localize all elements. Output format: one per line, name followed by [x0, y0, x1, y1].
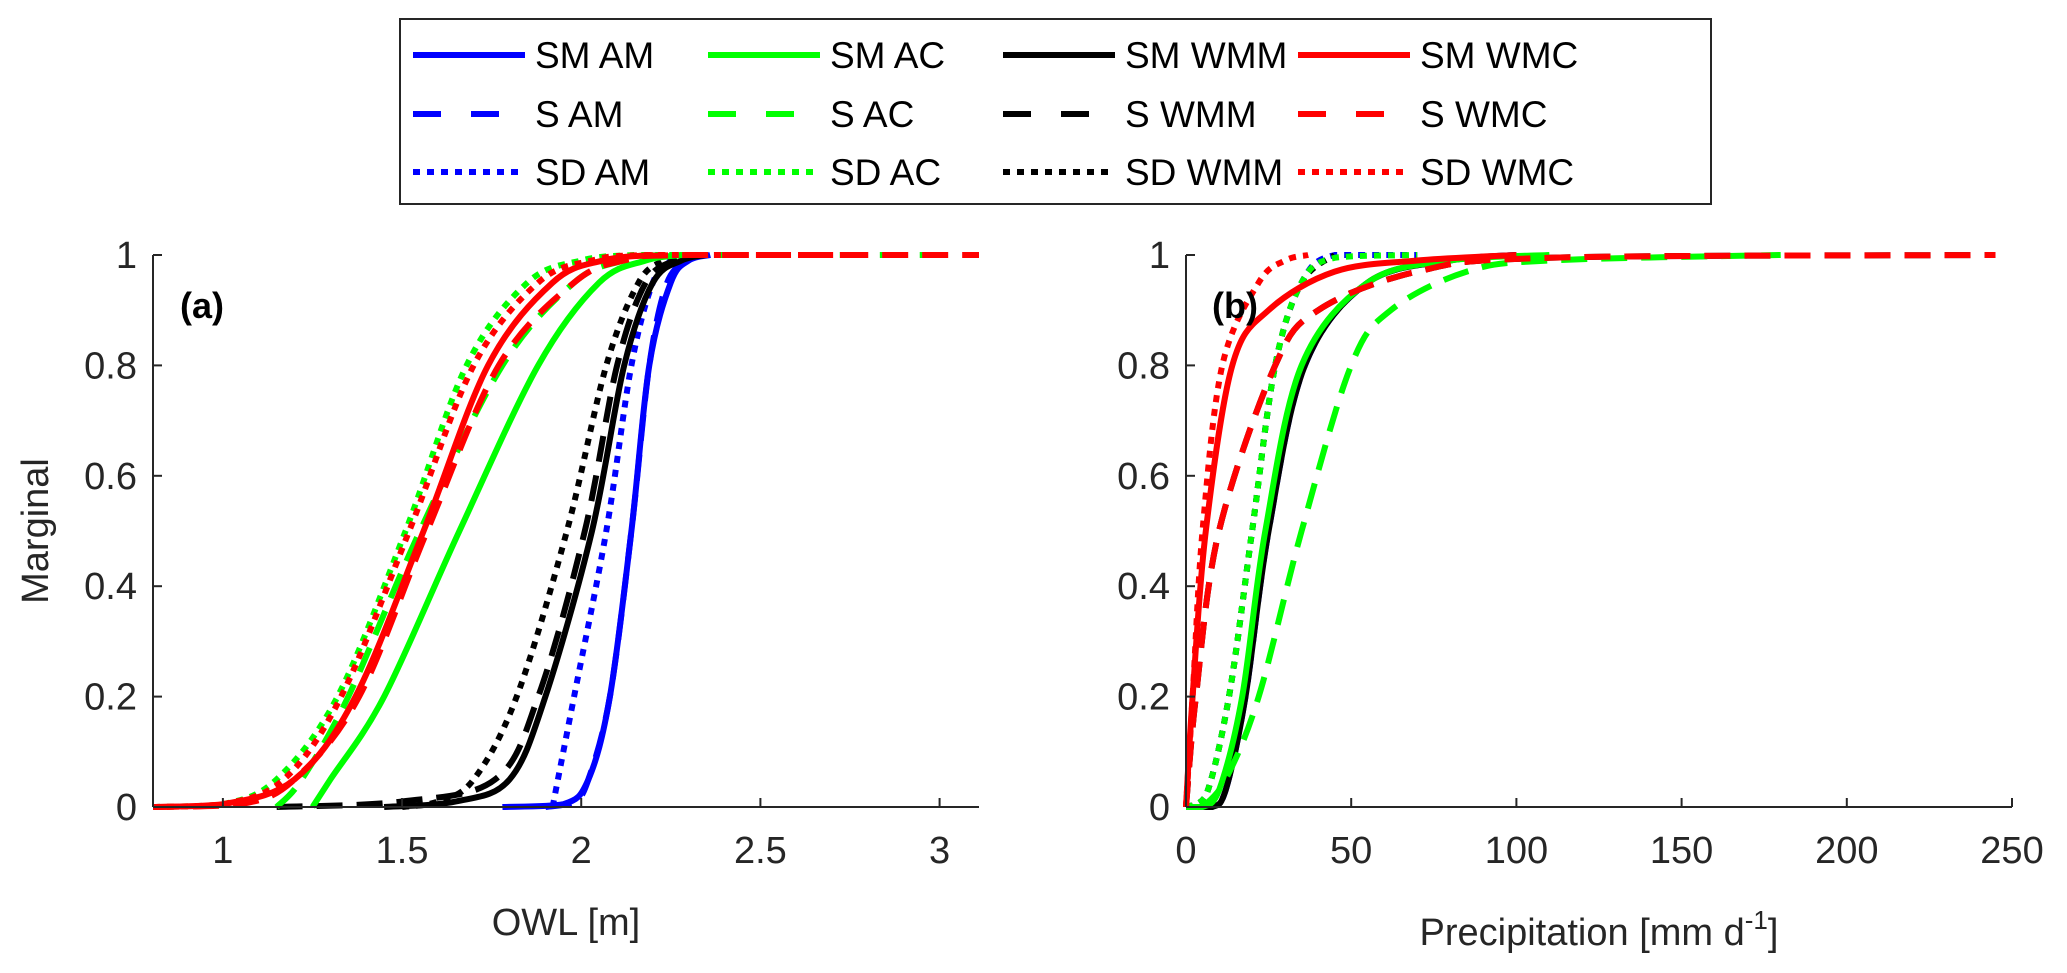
x-tick-label: 100	[1485, 830, 1548, 872]
panel-a-ylabel: Marginal	[15, 458, 57, 604]
x-tick-label: 2.5	[734, 830, 787, 872]
legend-label: SM AC	[830, 35, 945, 76]
legend-entries: SM AM SM AC SM WMM SM WMC S AM S AC S WMM S WMC…	[413, 35, 1578, 193]
y-tick-label: 0.8	[1117, 345, 1170, 387]
x-tick-label: 200	[1815, 830, 1878, 872]
legend: SM AM SM AC SM WMM SM WMC S AM S AC S WMM S WMC…	[399, 18, 1712, 205]
x-tick-label: 1	[212, 830, 233, 872]
x-tick-label: 2	[571, 830, 592, 872]
x-tick-label: 3	[929, 830, 950, 872]
series-line-s-wmc	[1183, 252, 1996, 808]
series-line-s-wmc	[152, 251, 979, 810]
legend-item-sm-wmm: SM WMM	[1003, 35, 1287, 76]
y-tick-label: 0.8	[84, 345, 137, 387]
legend-box	[399, 18, 1712, 205]
legend-label: S AM	[535, 94, 623, 135]
series-line-s-ac	[1200, 252, 1781, 810]
series-line-sd-am	[549, 252, 683, 808]
legend-label: SD WMC	[1420, 152, 1574, 193]
legend-item-sd-wmc: SD WMC	[1298, 152, 1574, 193]
panel-b-xlabel-main: Precipitation [mm d	[1420, 912, 1745, 954]
x-tick-label: 250	[1980, 830, 2043, 872]
series-line-sm-wmc	[1183, 252, 1517, 808]
y-tick-label: 0.4	[84, 566, 137, 608]
legend-item-sm-wmc: SM WMC	[1298, 35, 1578, 76]
y-tick-label: 0	[116, 787, 137, 829]
x-tick-label: 1.5	[376, 830, 429, 872]
series-line-sd-wmc	[1183, 252, 1309, 808]
panel-b-xlabel-sup: -1	[1745, 905, 1768, 935]
series-line-sm-wmm	[383, 252, 708, 810]
legend-label: S WMC	[1420, 94, 1547, 135]
legend-item-sm-am: SM AM	[413, 35, 654, 76]
legend-label: S AC	[830, 94, 914, 135]
legend-label: SD WMM	[1125, 152, 1283, 193]
y-tick-label: 0.6	[84, 456, 137, 498]
panel-b-axes: 0 0.2 0.4 0.6 0.8 1 0 50 100 150 200 250	[1117, 235, 2044, 872]
x-tick-label: 0	[1175, 830, 1196, 872]
legend-item-s-wmc: S WMC	[1298, 94, 1547, 135]
legend-label: SD AM	[535, 152, 650, 193]
legend-item-s-am: S AM	[413, 94, 623, 135]
series-line-s-ac	[274, 251, 940, 810]
legend-label: SM WMC	[1420, 35, 1578, 76]
y-tick-label: 0.2	[1117, 677, 1170, 719]
y-tick-label: 1	[116, 235, 137, 277]
y-tick-label: 0.4	[1117, 566, 1170, 608]
legend-item-sd-am: SD AM	[413, 152, 650, 193]
panel-b-series	[1183, 251, 1996, 810]
series-line-sm-wmc	[152, 252, 654, 810]
panel-a-axes: 0 0.2 0.4 0.6 0.8 1 1 1.5 2 2.5 3	[84, 235, 979, 872]
panel-a-label: (a)	[180, 285, 224, 326]
series-line-sd-wmm	[401, 252, 683, 810]
legend-label: SD AC	[830, 152, 941, 193]
y-tick-label: 0.6	[1117, 456, 1170, 498]
legend-item-s-wmm: S WMM	[1003, 94, 1257, 135]
series-line-s-am	[544, 252, 705, 810]
panel-a-series	[152, 251, 979, 810]
panel-b-xlabel-end: ]	[1768, 912, 1779, 954]
series-line-s-wmm	[276, 252, 697, 810]
legend-label: S WMM	[1125, 94, 1257, 135]
legend-label: SM WMM	[1125, 35, 1287, 76]
panel-b-label: (b)	[1212, 285, 1258, 326]
legend-label: SM AM	[535, 35, 654, 76]
legend-item-sm-ac: SM AC	[708, 35, 945, 76]
panel-b: 0 0.2 0.4 0.6 0.8 1 0 50 100 150 200 250 (b) Precip…	[1117, 235, 2044, 954]
panel-b-xlabel: Precipitation [mm d-1]	[1420, 905, 1779, 954]
legend-item-sd-wmm: SD WMM	[1003, 152, 1283, 193]
series-line-sm-ac	[309, 252, 683, 809]
panel-a: 0 0.2 0.4 0.6 0.8 1 1 1.5 2 2.5 3 (a) OWL [m] Marg…	[15, 235, 979, 944]
series-line-s-wmm	[1183, 252, 1996, 808]
legend-item-s-ac: S AC	[708, 94, 914, 135]
legend-item-sd-ac: SD AC	[708, 152, 941, 193]
x-tick-label: 50	[1330, 830, 1372, 872]
y-tick-label: 0.2	[84, 677, 137, 719]
x-tick-label: 150	[1650, 830, 1713, 872]
panel-a-xlabel: OWL [m]	[492, 902, 640, 944]
y-tick-label: 0	[1149, 787, 1170, 829]
series-line-sd-ac	[1184, 252, 1418, 810]
y-tick-label: 1	[1149, 235, 1170, 277]
series-line-sd-wmc	[152, 251, 868, 810]
